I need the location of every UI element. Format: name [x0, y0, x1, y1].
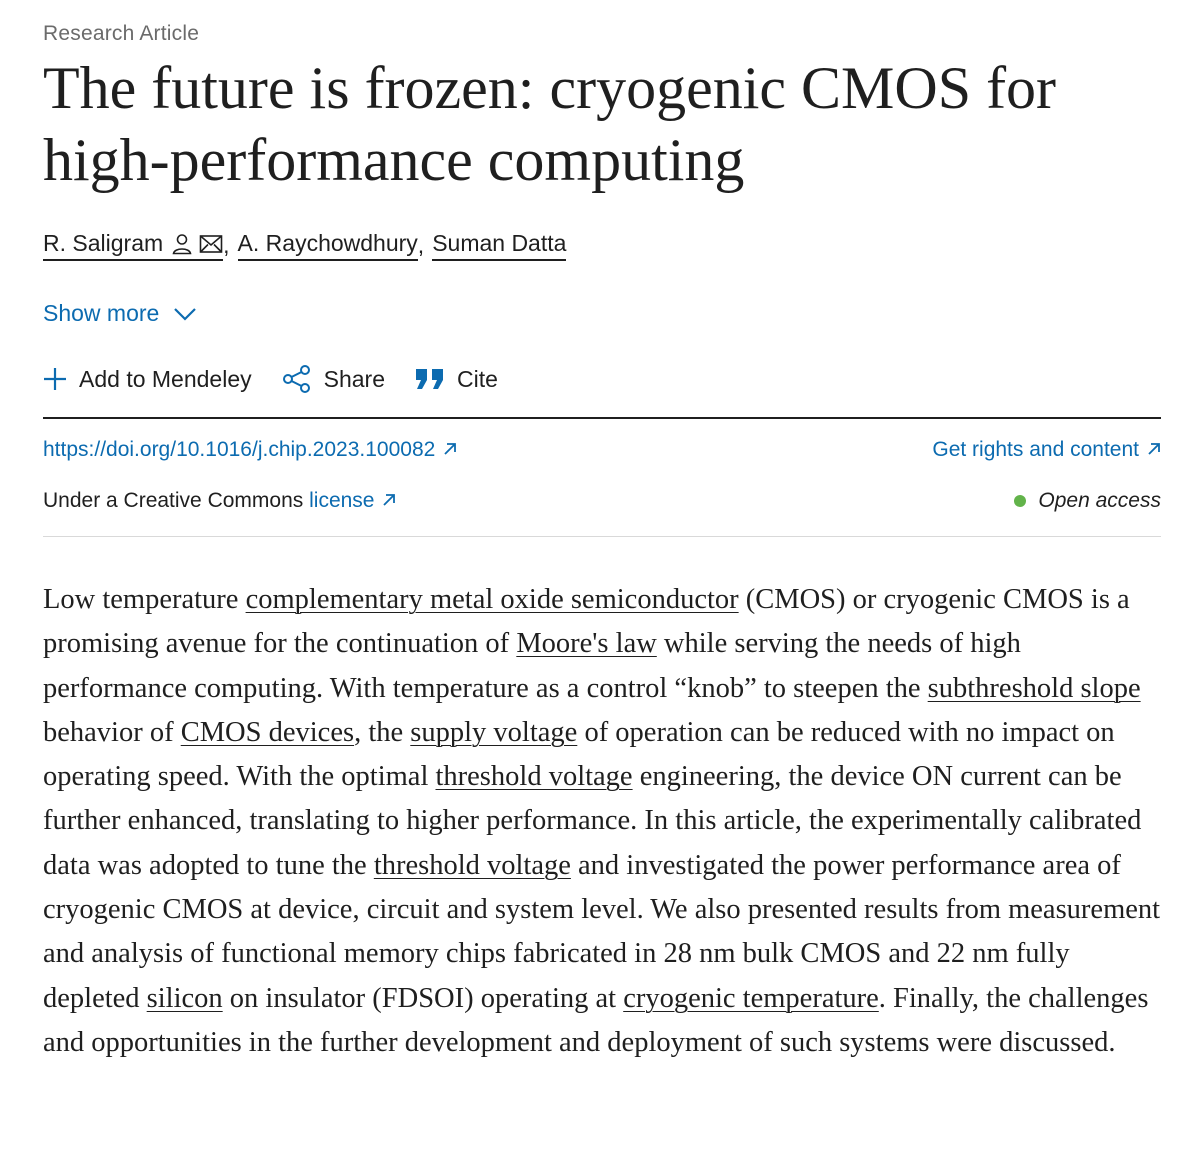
- topic-link-supply-voltage[interactable]: supply voltage: [410, 716, 578, 748]
- topic-link-moores-law[interactable]: Moore's law: [516, 628, 657, 660]
- doi-text: https://doi.org/10.1016/j.chip.2023.1000…: [43, 438, 436, 461]
- abstract-text: , the: [354, 716, 411, 748]
- topic-link-cmos-devices[interactable]: CMOS devices: [180, 716, 355, 748]
- share-icon: [282, 364, 312, 394]
- author-list: R. Saligram , A. Rayc: [43, 230, 567, 261]
- section-divider: [43, 536, 1161, 537]
- author-separator: ,: [223, 232, 230, 258]
- author-name: Suman Datta: [432, 230, 567, 256]
- get-rights-label: Get rights and content: [932, 438, 1139, 461]
- topic-link-cmos[interactable]: complementary metal oxide semiconductor: [245, 584, 739, 615]
- abstract-text: engineering, the device ON current can b…: [43, 761, 1142, 881]
- topic-link-cryogenic-temperature[interactable]: cryogenic temperature: [623, 982, 879, 1014]
- article-actions-toolbar: Add to Mendeley Share Cite: [43, 364, 528, 394]
- author-name: A. Raychowdhury: [237, 230, 418, 256]
- abstract-text: . Finally, the challenges and opportunit…: [43, 982, 1149, 1058]
- abstract-text: and investigated the power performance a…: [43, 849, 1161, 1014]
- toolbar-divider: [43, 417, 1161, 419]
- abstract-paragraph: Low temperature complementary metal oxid…: [43, 578, 1161, 1065]
- license-statement: Under a Creative Commons license: [43, 489, 396, 513]
- doi-row: https://doi.org/10.1016/j.chip.2023.1000…: [43, 438, 1161, 462]
- abstract-text: (CMOS) or cryogenic CMOS is a promising …: [43, 584, 1130, 660]
- topic-link-threshold-voltage[interactable]: threshold voltage: [373, 849, 571, 881]
- license-link-label: license: [309, 489, 375, 512]
- author-link-datta[interactable]: Suman Datta: [432, 230, 567, 261]
- doi-link[interactable]: https://doi.org/10.1016/j.chip.2023.1000…: [43, 438, 457, 462]
- article-title: The future is frozen: cryogenic CMOS for…: [43, 55, 1057, 193]
- get-rights-link[interactable]: Get rights and content: [932, 438, 1161, 462]
- cite-label: Cite: [457, 365, 498, 392]
- arrow-up-right-icon: [1147, 438, 1161, 462]
- license-link[interactable]: license: [309, 489, 396, 513]
- license-row: Under a Creative Commons license Open ac…: [43, 489, 1161, 513]
- share-button[interactable]: Share: [282, 364, 385, 394]
- cite-button[interactable]: Cite: [415, 366, 498, 393]
- abstract-text: Low temperature: [43, 584, 246, 615]
- open-access-dot-icon: [1014, 495, 1027, 507]
- add-to-mendeley-button[interactable]: Add to Mendeley: [43, 366, 252, 393]
- author-separator: ,: [417, 232, 425, 258]
- person-icon: [171, 233, 193, 255]
- topic-link-threshold-voltage[interactable]: threshold voltage: [435, 761, 633, 793]
- open-access-label: Open access: [1038, 489, 1161, 512]
- abstract-text: while serving the needs of high performa…: [43, 628, 1021, 704]
- show-more-label: Show more: [43, 300, 160, 326]
- open-access-badge: Open access: [1014, 489, 1161, 513]
- add-to-mendeley-label: Add to Mendeley: [79, 365, 252, 392]
- chevron-down-icon: [173, 300, 197, 327]
- topic-link-silicon[interactable]: silicon: [146, 982, 223, 1014]
- arrow-up-right-icon: [382, 489, 396, 513]
- topic-link-subthreshold-slope[interactable]: subthreshold slope: [927, 672, 1141, 704]
- share-label: Share: [323, 365, 385, 392]
- show-more-button[interactable]: Show more: [43, 300, 197, 327]
- author-link-raychowdhury[interactable]: A. Raychowdhury: [237, 230, 418, 261]
- quote-icon: [415, 367, 445, 391]
- abstract-text: on insulator (FDSOI) operating at: [222, 982, 624, 1014]
- plus-icon: [43, 367, 67, 391]
- author-name: R. Saligram: [43, 230, 164, 256]
- envelope-icon: [199, 234, 223, 254]
- author-link-saligram[interactable]: R. Saligram: [43, 230, 224, 261]
- abstract-text: behavior of: [43, 716, 181, 748]
- arrow-up-right-icon: [443, 438, 457, 462]
- article-type-label: Research Article: [43, 22, 200, 45]
- license-prefix: Under a Creative Commons: [43, 489, 304, 512]
- abstract-text: of operation can be reduced with no impa…: [43, 716, 1115, 793]
